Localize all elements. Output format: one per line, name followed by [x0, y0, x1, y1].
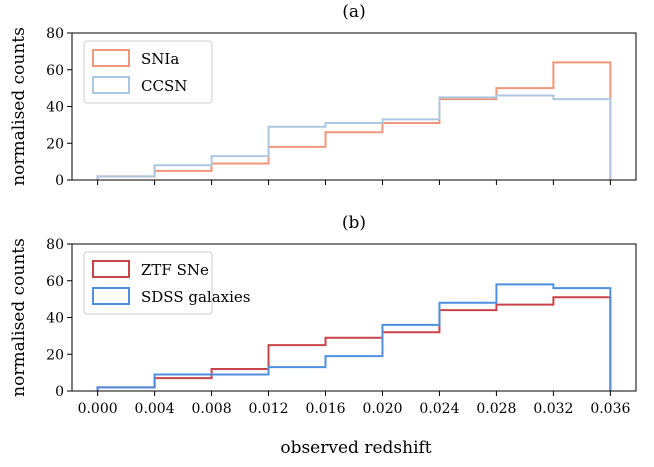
histogram-series — [96, 296, 612, 391]
legend-swatch — [92, 76, 130, 94]
panel-title: (a) — [342, 2, 365, 22]
x-tick-label: 0.024 — [419, 401, 459, 417]
legend-label: SDSS galaxies — [141, 288, 250, 306]
panel-title: (b) — [342, 213, 366, 233]
y-tick-label: 40 — [46, 311, 64, 327]
y-axis-title: normalised counts — [9, 27, 29, 186]
legend-swatch — [92, 49, 130, 67]
legend-label: CCSN — [141, 77, 187, 95]
legend-label: SNIa — [141, 50, 179, 68]
y-tick-label: 20 — [46, 136, 64, 152]
legend-box — [83, 251, 213, 315]
axes-frame — [71, 32, 637, 181]
axes-frame — [71, 243, 637, 392]
y-tick-label: 40 — [46, 100, 64, 116]
legend-label: ZTF SNe — [141, 261, 209, 279]
legend-swatch — [92, 260, 130, 278]
y-tick-label: 80 — [46, 237, 64, 253]
y-tick-label: 60 — [46, 63, 64, 79]
y-tick-label: 60 — [46, 274, 64, 290]
y-tick-label: 0 — [55, 173, 64, 189]
x-tick-label: 0.016 — [305, 401, 345, 417]
histogram-series — [96, 61, 612, 180]
histogram-series — [96, 283, 612, 391]
x-tick-label: 0.020 — [362, 401, 402, 417]
y-tick-label: 80 — [46, 26, 64, 42]
x-tick-label: 0.004 — [135, 401, 175, 417]
panel-a: (a) normalised counts 0 20 40 60 80 SNIa CCSN — [9, 2, 637, 189]
x-tick-label: 0.012 — [248, 401, 288, 417]
y-tick-label: 20 — [46, 347, 64, 363]
panel-b: (b) normalised counts 0 20 40 60 80 0.000 0.004 0… — [9, 213, 637, 417]
x-tick-label: 0.032 — [533, 401, 573, 417]
x-tick-label: 0.000 — [78, 401, 118, 417]
legend-swatch — [92, 287, 130, 305]
y-axis-title: normalised counts — [9, 238, 29, 397]
x-tick-label: 0.028 — [476, 401, 516, 417]
x-tick-label: 0.036 — [590, 401, 630, 417]
histogram-series — [96, 94, 612, 180]
x-tick-label: 0.008 — [192, 401, 232, 417]
legend-box — [83, 40, 213, 104]
y-tick-label: 0 — [55, 384, 64, 400]
x-axis-title: observed redshift — [280, 438, 431, 458]
